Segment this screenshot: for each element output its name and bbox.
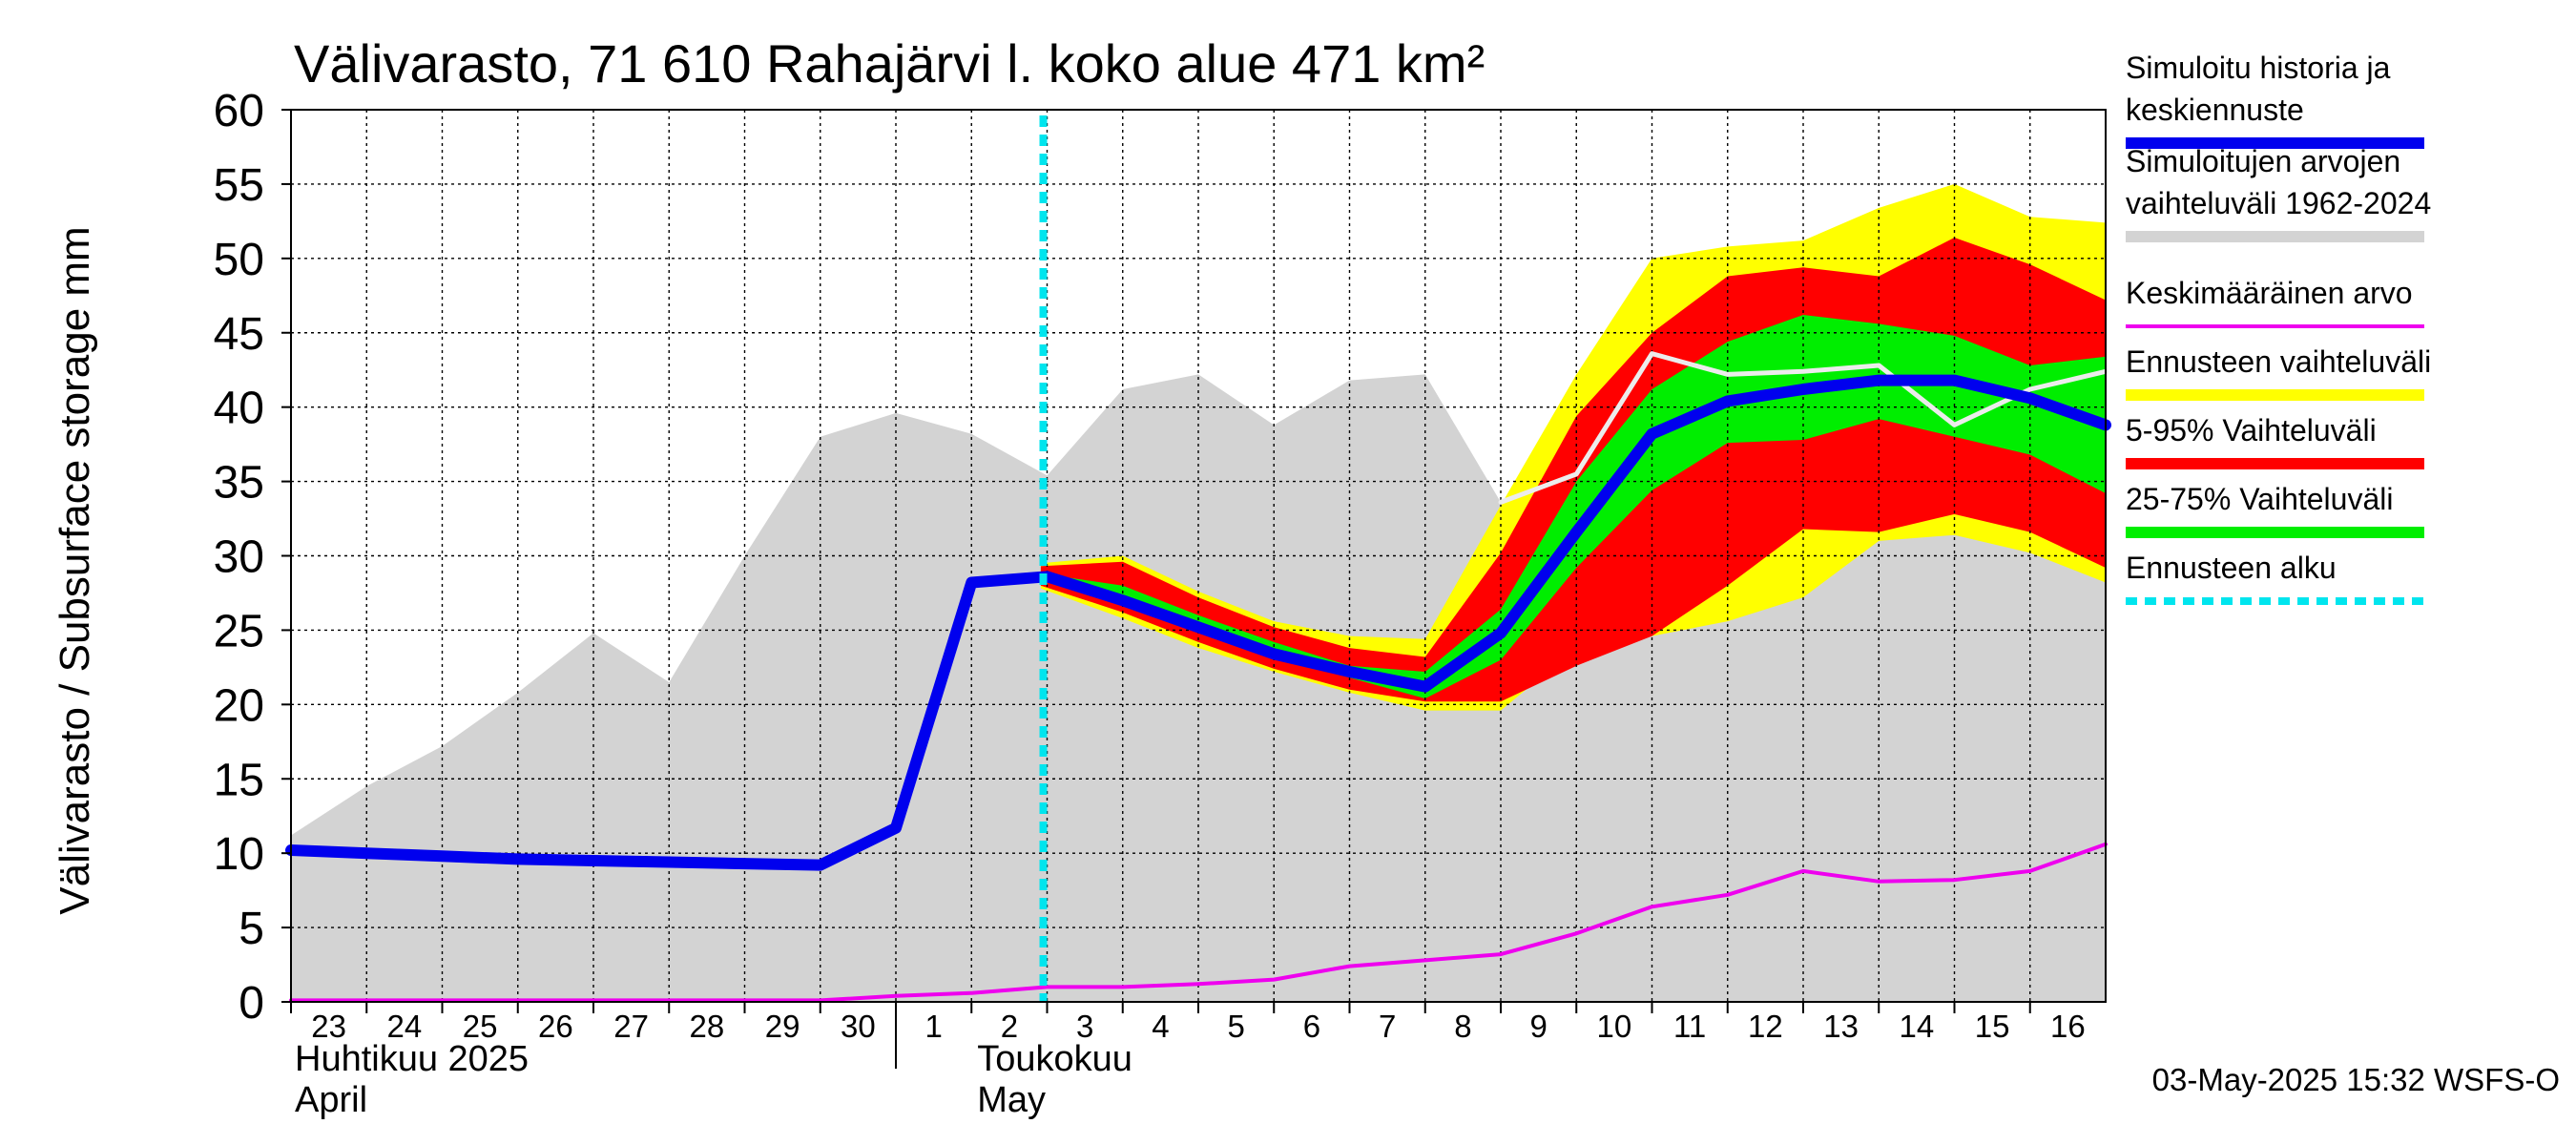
legend-label: Ennusteen vaihteluväli [2126,344,2431,379]
y-tick-label: 15 [214,755,264,805]
x-tick-label: 10 [1597,1009,1632,1044]
x-tick-label: 25 [463,1009,498,1044]
y-tick-label: 35 [214,458,264,509]
y-tick-label: 30 [214,532,264,583]
x-tick-label: 6 [1303,1009,1320,1044]
legend-label: Simuloitu historia ja [2126,51,2391,85]
month-label: Huhtikuu 2025 [295,1039,529,1079]
line-simuloitujen-arvojen-mediaani [1498,351,2109,505]
chart-title: Välivarasto, 71 610 Rahajärvi l. koko al… [294,33,1485,94]
x-tick-label: 26 [538,1009,573,1044]
x-tick-label: 2 [1001,1009,1018,1044]
legend: Simuloitu historia ja keskiennuste Simuloi… [2126,51,2431,605]
y-tick-label: 40 [214,384,264,434]
x-tick-label: 16 [2050,1009,2086,1044]
x-tick-label: 15 [1975,1009,2010,1044]
line-keskim-r-inen-arvo [289,842,2108,1003]
x-axis: 23 24 25 26 27 28 29 30 1 2 3 4 5 6 7 8 9 10 11 12 13 14 15 16H… [290,1002,2086,1120]
y-axis-label: Välivarasto / Subsurface storage mm [52,226,98,914]
x-tick-label: 24 [387,1009,423,1044]
legend-label: keskiennuste [2126,93,2304,127]
y-tick-label: 45 [214,309,264,360]
x-tick-label: 23 [311,1009,346,1044]
month-label-english: April [295,1080,367,1120]
x-tick-label: 7 [1379,1009,1396,1044]
month-label-english: May [977,1080,1046,1120]
x-tick-label: 14 [1900,1009,1935,1044]
x-tick-label: 29 [765,1009,800,1044]
y-tick-label: 50 [214,235,264,285]
y-axis: 0 5 10 15 20 25 30 35 40 45 50 55 60 [214,86,291,1029]
x-tick-label: 9 [1529,1009,1547,1044]
legend-label: 25-75% Vaihteluväli [2126,482,2393,516]
line-simuloitu-historia-ja-keskiennuste [285,374,2111,871]
y-tick-label: 0 [239,978,264,1029]
x-tick-label: 12 [1748,1009,1783,1044]
x-tick-label: 4 [1152,1009,1169,1044]
x-tick-label: 13 [1823,1009,1859,1044]
band-25-75-vaihteluv-li [1040,315,2106,699]
legend-label: Simuloitujen arvojen [2126,144,2400,178]
x-tick-label: 5 [1227,1009,1244,1044]
legend-label: vaihteluväli 1962-2024 [2126,186,2431,220]
x-tick-label: 30 [841,1009,876,1044]
legend-label: Keskimääräinen arvo [2126,276,2413,310]
x-tick-label: 28 [690,1009,725,1044]
x-tick-label: 11 [1673,1009,1706,1044]
x-tick-label: 27 [613,1009,649,1044]
y-tick-label: 25 [214,606,264,656]
timestamp-footer: 03-May-2025 15:32 WSFS-O [2152,1062,2560,1097]
y-tick-label: 20 [214,680,264,731]
legend-label: 5-95% Vaihteluväli [2126,413,2377,448]
x-tick-label: 1 [924,1009,942,1044]
y-tick-label: 5 [239,904,264,954]
legend-label: Ennusteen alku [2126,551,2337,585]
plot-area [285,109,2111,1003]
y-tick-label: 55 [214,160,264,211]
month-label: Toukokuu [977,1039,1132,1079]
x-tick-label: 3 [1076,1009,1093,1044]
y-tick-label: 60 [214,86,264,136]
y-tick-label: 10 [214,829,264,880]
x-tick-label: 8 [1454,1009,1471,1044]
